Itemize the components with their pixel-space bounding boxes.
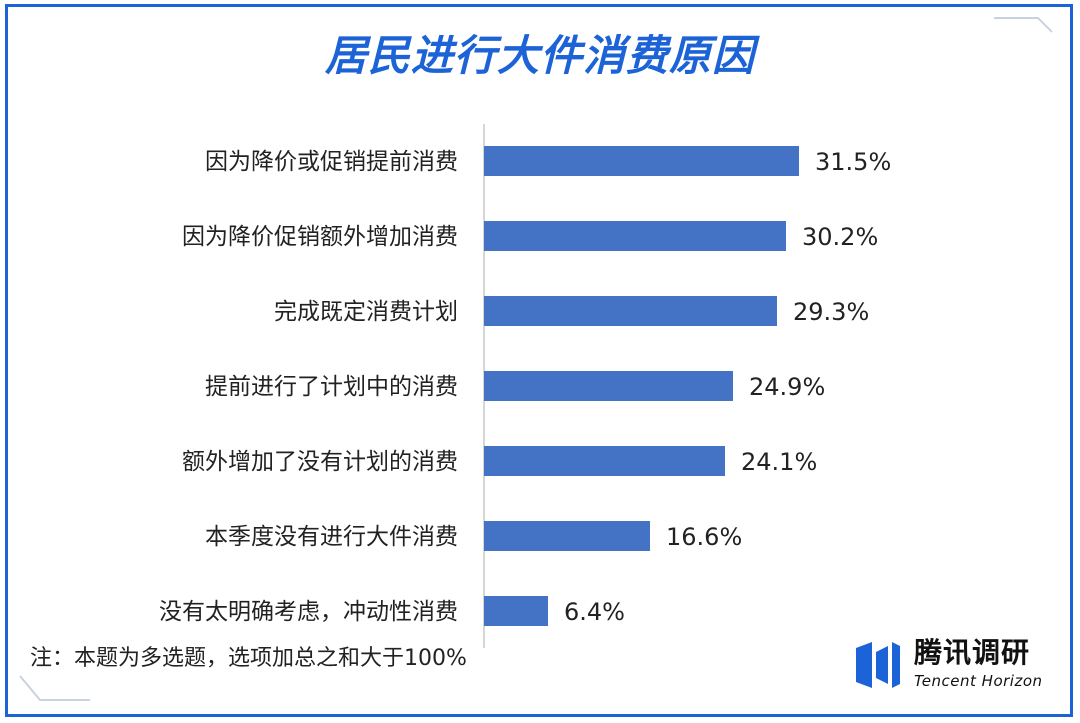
corner-decoration-top-right: [994, 17, 1053, 33]
category-label: 本季度没有进行大件消费: [205, 524, 458, 550]
data-label: 24.9%: [749, 373, 825, 401]
data-label: 30.2%: [802, 223, 878, 251]
category-label: 提前进行了计划中的消费: [205, 374, 458, 400]
corner-decoration-bottom-left: [19, 675, 90, 701]
bar: [484, 146, 799, 176]
data-label: 16.6%: [666, 523, 742, 551]
data-label: 31.5%: [815, 148, 891, 176]
data-label: 6.4%: [564, 598, 625, 626]
bar: [484, 371, 733, 401]
data-label: 29.3%: [793, 298, 869, 326]
bar: [484, 221, 786, 251]
category-label: 额外增加了没有计划的消费: [182, 449, 458, 475]
bar: [484, 296, 777, 326]
category-label: 因为降价或促销提前消费: [205, 149, 458, 175]
category-label: 没有太明确考虑，冲动性消费: [159, 599, 458, 625]
logo-mark-icon: [856, 642, 900, 688]
category-label: 完成既定消费计划: [274, 299, 458, 325]
logo-name-en: Tencent Horizon: [914, 672, 1043, 690]
bar: [484, 446, 725, 476]
bar: [484, 596, 548, 626]
data-label: 24.1%: [741, 448, 817, 476]
category-label: 因为降价促销额外增加消费: [182, 224, 458, 250]
logo-name-cn: 腾讯调研: [914, 636, 1031, 669]
bar: [484, 521, 650, 551]
footnote: 注：本题为多选题，选项加总之和大于100%: [30, 646, 467, 671]
tencent-horizon-logo: 腾讯调研 Tencent Horizon: [852, 636, 1052, 694]
chart-title: 居民进行大件消费原因: [324, 31, 755, 80]
